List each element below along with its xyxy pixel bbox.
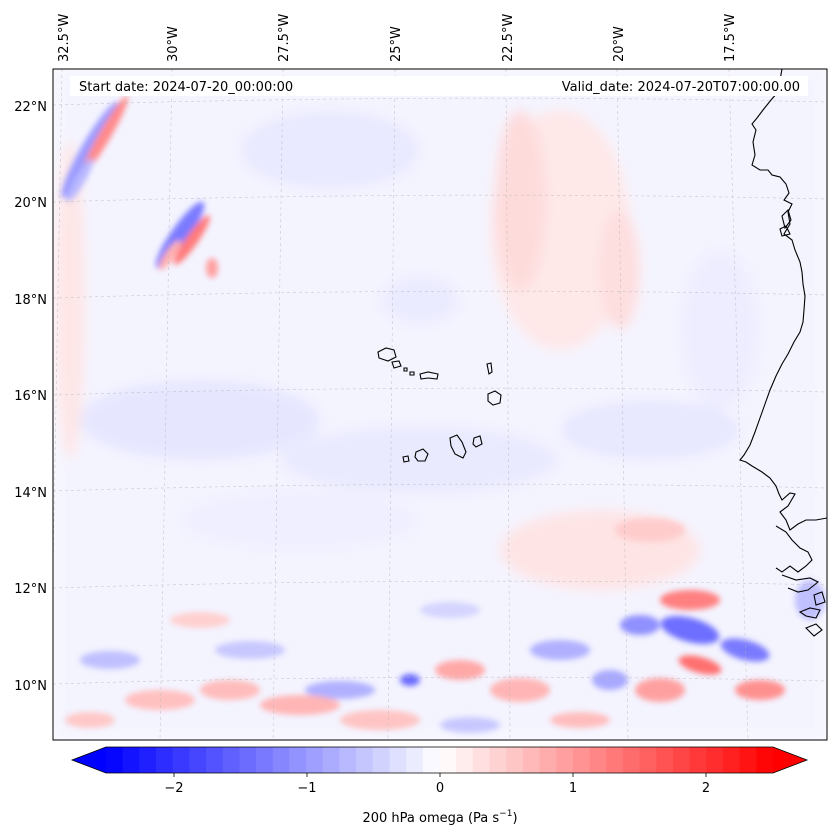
island-santo-antao — [377, 347, 397, 362]
colorbar-segment — [456, 747, 474, 773]
lon-label: 25°W — [389, 26, 404, 62]
omega-field — [53, 69, 827, 740]
colorbar-segment — [539, 747, 557, 773]
colorbar-segment — [606, 747, 624, 773]
colorbar-segment — [556, 747, 574, 773]
gridlines — [53, 69, 827, 740]
lat-label: 20°N — [14, 196, 47, 211]
lon-label: 27.5°W — [277, 14, 292, 62]
colorbar-segment — [239, 747, 257, 773]
colorbar-tick-label: −1 — [297, 781, 316, 796]
lat-label: 16°N — [14, 389, 47, 404]
colorbar-segment — [122, 747, 140, 773]
annotation-strip — [70, 76, 808, 96]
lat-label: 18°N — [14, 293, 47, 308]
island-fogo — [414, 448, 429, 462]
colorbar-segment — [739, 747, 757, 773]
colorbar-outline — [70, 746, 809, 774]
colorbar-segment — [422, 747, 440, 773]
colorbar-segment — [689, 747, 707, 773]
map-frame — [52, 68, 828, 741]
lat-label: 10°N — [14, 679, 47, 694]
colorbar-extend-low — [72, 747, 106, 773]
colorbar-tick-label: −2 — [164, 781, 183, 796]
colorbar-segment — [356, 747, 374, 773]
colorbar-segment — [256, 747, 274, 773]
island-sao-vicente — [391, 360, 402, 369]
colorbar-segment — [172, 747, 190, 773]
colorbar-segment — [306, 747, 324, 773]
colorbar-segment — [272, 747, 290, 773]
island-santiago — [449, 434, 467, 459]
colorbar-segment — [656, 747, 674, 773]
island-sal — [486, 362, 493, 375]
africa-coastline — [739, 69, 827, 531]
colorbar-segment — [722, 747, 741, 773]
colorbar-segment — [289, 747, 307, 773]
colorbar-segment — [372, 747, 390, 773]
colorbar-segment — [472, 747, 491, 773]
colorbar-segment — [489, 747, 507, 773]
island-maio — [472, 435, 483, 448]
lon-label: 22.5°W — [501, 14, 516, 62]
colorbar-segment — [639, 747, 657, 773]
colorbar-tick-label: 2 — [702, 781, 710, 796]
island-sao-nicolau — [419, 371, 439, 380]
coastlines — [377, 69, 827, 637]
colorbar-segment — [572, 747, 591, 773]
lon-label: 17.5°W — [723, 14, 738, 62]
colorbar-segment — [406, 747, 424, 773]
lon-label: 32.5°W — [57, 14, 72, 62]
colorbar-segment — [756, 747, 774, 773]
colorbar-segment — [506, 747, 524, 773]
colorbar-segment — [222, 747, 240, 773]
colorbar-ticks — [173, 773, 707, 777]
colorbar-segment — [706, 747, 724, 773]
colorbar-tick-label: 1 — [569, 781, 577, 796]
colorbar-segment — [589, 747, 607, 773]
colorbar-extend-high — [773, 747, 807, 773]
colorbar-segment — [189, 747, 207, 773]
colorbar-segment — [322, 747, 340, 773]
colorbar-segment — [156, 747, 174, 773]
latitude-labels: 22°N 20°N 18°N 16°N 14°N 12°N 10°N — [14, 100, 47, 694]
lon-label: 30°W — [166, 26, 181, 62]
colorbar-segment — [389, 747, 407, 773]
colorbar-segment — [522, 747, 541, 773]
lon-label: 20°W — [612, 26, 627, 62]
start-date-label: Start date: 2024-07-20_00:00:00 — [79, 80, 293, 95]
colorbar-tick-label: 0 — [436, 781, 444, 796]
colorbar-segments — [106, 747, 774, 773]
colorbar: −2 −1 0 1 2 200 hPa omega (Pa s−1) — [70, 746, 809, 826]
colorbar-segment — [672, 747, 691, 773]
colorbar-label: 200 hPa omega (Pa s−1) — [362, 809, 517, 826]
lat-label: 22°N — [14, 100, 47, 115]
island-brava — [402, 455, 410, 463]
colorbar-segment — [339, 747, 357, 773]
colorbar-segment — [439, 747, 457, 773]
colorbar-segment — [106, 747, 124, 773]
lat-label: 14°N — [14, 486, 47, 501]
colorbar-segment — [139, 747, 157, 773]
lat-label: 12°N — [14, 582, 47, 597]
colorbar-segment — [206, 747, 224, 773]
island-boa-vista — [487, 390, 502, 406]
valid-date-label: Valid_date: 2024-07-20T07:00:00.00 — [562, 80, 800, 95]
longitude-labels: 32.5°W 30°W 27.5°W 25°W 22.5°W 20°W 17.5… — [57, 14, 738, 62]
colorbar-segment — [622, 747, 641, 773]
